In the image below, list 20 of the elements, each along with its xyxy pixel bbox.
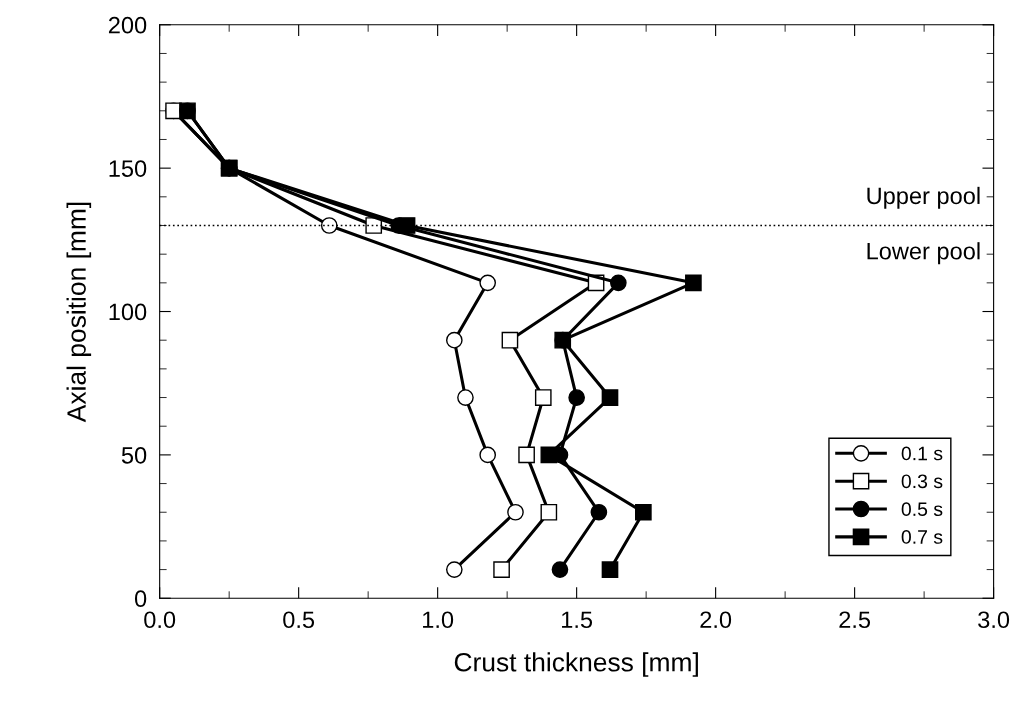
y-tick-label: 200	[108, 16, 147, 34]
annotation: Upper pool	[867, 186, 980, 209]
x-tick-label: 3.0	[978, 611, 1010, 629]
annotation: Lower pool	[867, 242, 980, 265]
x-tick-label: 0.0	[144, 611, 176, 629]
y-tick-label: 0	[134, 590, 147, 608]
y-tick-label: 100	[109, 303, 147, 321]
x-tick-label: 2.0	[700, 611, 732, 629]
x-tick-label: 2.5	[839, 611, 871, 629]
x-axis-title: Crust thickness [mm]	[454, 652, 698, 677]
x-tick-label: 0.5	[283, 611, 315, 629]
x-tick-label: 1.5	[562, 611, 593, 629]
x-tick-label: 1.0	[423, 611, 454, 629]
legend-label: 0.5 s	[901, 502, 943, 517]
y-axis-title: Axial position [mm]	[66, 202, 92, 423]
legend-label: 0.3 s	[901, 474, 943, 489]
y-tick-label: 50	[121, 446, 147, 464]
y-tick-label: 150	[109, 160, 147, 177]
legend-label: 0.7 s	[901, 530, 943, 544]
legend-label: 0.1 s	[901, 446, 943, 461]
